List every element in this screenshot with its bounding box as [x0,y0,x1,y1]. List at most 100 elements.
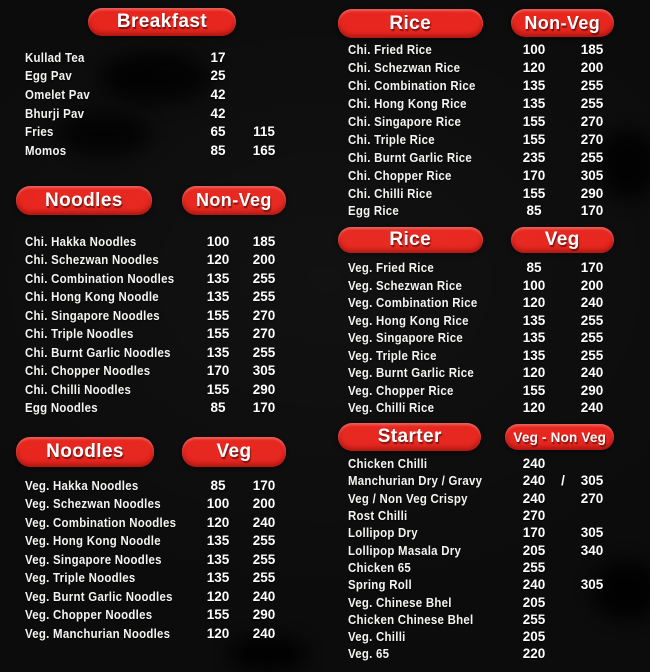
menu-item-row: Veg. 65 220 [338,645,614,662]
item-price-primary: 85 [526,260,542,276]
item-price-primary: 135 [206,344,230,360]
item-price-secondary: 240 [580,295,604,311]
item-price-primary: 135 [206,551,230,567]
item-name: Spring Roll [348,577,412,593]
item-price-primary: 85 [210,400,226,416]
item-price-primary: 135 [522,96,546,112]
item-price-primary: 170 [206,363,230,379]
item-name: Veg. Singapore Noodles [25,551,162,567]
menu-item-row: Chi. Chopper Rice 170 305 [338,166,614,184]
item-price-primary: 155 [206,381,230,397]
menu-item-row: Momos 85 165 [16,141,286,160]
item-name: Chi. Triple Rice [348,131,435,147]
item-price-primary: 155 [522,114,546,129]
rice-nonveg-items: Chi. Fried Rice 100 185 Chi. Schezwan Rice 1… [338,41,614,220]
menu-item-row: Omelet Pav 42 [16,85,286,104]
menu-item-row: Chi. Burnt Garlic Rice 235 255 [338,148,614,166]
item-price-primary: 205 [522,594,546,610]
veg-column-badge: Veg [510,227,614,253]
item-name: Veg. Hakka Noodles [25,477,139,493]
menu-item-row: Egg Pav 25 [16,67,286,86]
item-price-primary: 240 [522,577,546,593]
item-name: Veg. Schezwan Rice [348,277,463,293]
item-price-secondary: 270 [252,326,276,342]
item-price-secondary: 255 [252,344,276,360]
menu-item-row: Chi. Schezwan Noodles 120 200 [16,251,286,270]
item-name: Rost Chilli [348,508,408,524]
item-price-primary: 25 [210,68,226,84]
item-name: Chicken 65 [348,559,412,575]
breakfast-title-badge: Breakfast [88,8,236,36]
item-price-primary: 120 [206,588,230,604]
item-price-secondary: 290 [252,381,276,397]
item-price-secondary: 270 [580,114,604,129]
item-price-primary: 270 [522,508,546,524]
item-name: Veg. Burnt Garlic Noodles [25,588,173,604]
item-name: Veg / Non Veg Crispy [348,490,468,506]
starter-items: Chicken Chilli 240 Manchurian Dry / Gravy 2… [338,455,614,663]
item-price-secondary: 255 [252,570,276,586]
item-price-secondary: 170 [252,477,276,493]
menu-item-row: Chi. Hong Kong Noodle 135 255 [16,288,286,307]
item-name: Chi. Combination Rice [348,78,476,94]
menu-item-row: Rost Chilli 270 [338,507,614,524]
section-starter: Starter Veg - Non Veg Chicken Chilli 240 M… [338,421,614,663]
item-price-primary: 135 [522,312,546,328]
rice-veg-items: Veg. Fried Rice 85 170 Veg. Schezwan Rice 10… [338,259,614,417]
menu-item-row: Veg. Singapore Noodles 135 255 [16,550,286,569]
nonveg-column-badge: Non-Veg [510,9,614,37]
item-name: Chi. Chopper Noodles [25,363,151,379]
item-price-secondary: 255 [580,149,604,165]
item-price-primary: 155 [206,326,230,342]
menu-item-row: Veg. Combination Rice 120 240 [338,294,614,312]
menu-item-row: Veg. Manchurian Noodles 120 240 [16,624,286,643]
section-header: Noodles Veg [16,436,286,467]
section-header: Rice Non-Veg [338,8,614,38]
menu-item-row: Veg. Chopper Noodles 155 290 [16,606,286,625]
menu-item-row: Veg. Fried Rice 85 170 [338,259,614,277]
item-price-secondary: 240 [252,514,276,530]
item-name: Fries [25,124,54,140]
item-price-primary: 42 [210,105,226,121]
item-price-secondary: 305 [580,525,604,541]
item-name: Veg. Chilli [348,629,406,645]
item-name: Veg. Triple Noodles [25,570,136,586]
item-price-secondary: 240 [580,365,604,381]
menu-item-row: Chi. Triple Rice 155 270 [338,130,614,148]
item-name: Veg. Singapore Rice [348,330,464,346]
item-price-secondary: 170 [580,203,604,219]
menu-item-row: Veg. Schezwan Rice 100 200 [338,277,614,295]
item-name: Veg. Fried Rice [348,260,434,276]
nonveg-column-badge: Non-Veg [181,186,286,215]
section-rice-nonveg: Rice Non-Veg Chi. Fried Rice 100 185 Chi. S… [338,8,614,220]
item-price-secondary: 240 [252,625,276,641]
item-price-secondary: 240 [580,400,604,416]
menu-item-row: Chicken Chinese Bhel 255 [338,611,614,628]
item-price-primary: 135 [522,78,546,94]
item-price-secondary: 270 [252,307,276,323]
menu-item-row: Chi. Fried Rice 100 185 [338,41,614,59]
section-noodles-nonveg: Noodles Non-Veg Chi. Hakka Noodles 100 185… [16,186,286,417]
item-name: Chi. Burnt Garlic Noodles [25,344,171,360]
menu-item-row: Chicken 65 255 [338,559,614,576]
item-price-primary: 17 [210,49,226,65]
item-price-secondary: 200 [580,277,604,293]
item-price-secondary: 290 [580,382,604,398]
menu-item-row: Egg Rice 85 170 [338,202,614,220]
item-name: Veg. Burnt Garlic Rice [348,365,474,381]
noodles-title-badge: Noodles [16,186,152,215]
section-header: Breakfast [16,6,286,36]
item-price-secondary: 255 [252,270,276,286]
item-price-primary: 135 [206,570,230,586]
item-price-primary: 42 [210,86,226,102]
menu-item-row: Veg / Non Veg Crispy 240 270 [338,490,614,507]
rice-title-badge: Rice [338,227,483,253]
menu-item-row: Veg. Hakka Noodles 85 170 [16,476,286,495]
item-name: Chi. Schezwan Noodles [25,252,159,268]
item-name: Chi. Chilli Noodles [25,381,132,397]
item-price-primary: 240 [522,456,546,472]
item-name: Veg. Chilli Rice [348,400,435,416]
menu-item-row: Lollipop Dry 170 305 [338,524,614,541]
menu-item-row: Chi. Schezwan Rice 120 200 [338,59,614,77]
item-name: Veg. Manchurian Noodles [25,625,171,641]
